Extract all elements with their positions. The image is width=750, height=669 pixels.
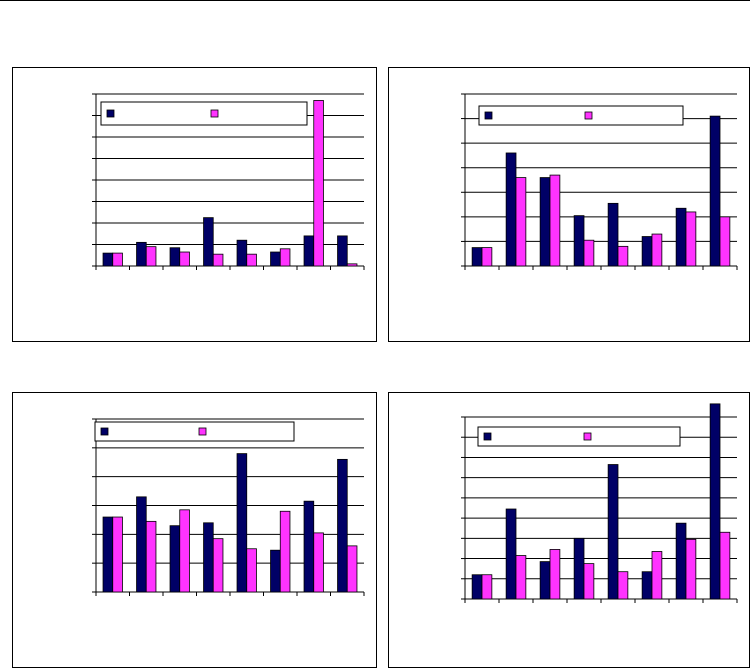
legend-swatch-series-2 xyxy=(210,109,219,118)
bar-series-2 xyxy=(481,247,493,267)
bar-series-2 xyxy=(279,510,291,593)
chart-svg xyxy=(92,93,365,270)
bar-series-1 xyxy=(505,152,517,267)
bar-series-2 xyxy=(515,177,527,267)
legend-box xyxy=(477,426,681,447)
bar-series-1 xyxy=(136,496,147,593)
chart-panel-2 xyxy=(388,67,750,342)
legend-box xyxy=(478,105,684,126)
bar-series-1 xyxy=(709,403,721,600)
bar-series-1 xyxy=(607,464,619,600)
bar-series-1 xyxy=(539,177,551,267)
bar-series-2 xyxy=(617,245,629,267)
bar-series-1 xyxy=(641,571,653,600)
bar-series-2 xyxy=(212,538,224,593)
bar-series-1 xyxy=(203,522,214,593)
bar-series-2 xyxy=(549,174,561,267)
bar-series-2 xyxy=(719,216,731,267)
bar-series-1 xyxy=(505,508,517,600)
bar-series-1 xyxy=(337,458,348,593)
bar-series-2 xyxy=(212,253,224,267)
bar-series-1 xyxy=(337,235,348,267)
legend-swatch-series-1 xyxy=(100,427,109,436)
bar-series-2 xyxy=(179,251,190,267)
bar-series-1 xyxy=(236,239,248,267)
bar-series-2 xyxy=(651,233,663,267)
bar-series-1 xyxy=(169,247,181,267)
bar-series-2 xyxy=(246,548,257,593)
bar-series-2 xyxy=(685,211,697,267)
bar-series-2 xyxy=(346,545,358,593)
bar-series-1 xyxy=(471,574,483,600)
bar-series-1 xyxy=(709,115,721,267)
bar-series-1 xyxy=(303,235,315,267)
legend-swatch-series-2 xyxy=(583,432,592,441)
bar-series-1 xyxy=(236,453,248,593)
bar-series-1 xyxy=(675,207,687,267)
bar-series-1 xyxy=(270,549,281,593)
bar-series-2 xyxy=(313,100,324,267)
bar-series-1 xyxy=(203,217,214,267)
bar-series-2 xyxy=(179,509,190,593)
bar-series-2 xyxy=(145,246,157,267)
chart-svg xyxy=(92,418,365,596)
legend-swatch-series-1 xyxy=(484,111,493,120)
bar-series-1 xyxy=(102,252,114,267)
bar-series-2 xyxy=(112,516,123,593)
bar-series-1 xyxy=(102,516,114,593)
bar-series-2 xyxy=(515,555,527,600)
bar-series-2 xyxy=(719,531,731,600)
bar-series-1 xyxy=(573,215,585,267)
bar-series-2 xyxy=(617,571,629,600)
bar-series-1 xyxy=(539,561,551,600)
legend-box xyxy=(100,101,308,126)
bar-series-1 xyxy=(675,522,687,600)
bar-series-2 xyxy=(346,263,358,267)
bar-series-1 xyxy=(641,236,653,267)
bar-series-1 xyxy=(136,241,147,267)
legend-swatch-series-2 xyxy=(584,111,593,120)
bar-series-1 xyxy=(471,247,483,267)
bar-series-2 xyxy=(685,538,697,600)
bar-series-2 xyxy=(549,549,561,600)
bar-series-2 xyxy=(481,574,493,600)
legend-box xyxy=(94,421,295,442)
bar-series-2 xyxy=(583,239,595,267)
bar-series-2 xyxy=(246,253,257,267)
legend-swatch-series-1 xyxy=(483,432,492,441)
bar-series-2 xyxy=(112,252,123,267)
chart-panel-4 xyxy=(388,392,750,668)
bar-series-1 xyxy=(270,251,281,267)
chart-svg xyxy=(461,403,738,603)
chart-panel-1 xyxy=(12,67,377,342)
bar-series-2 xyxy=(279,248,291,267)
bar-series-1 xyxy=(607,202,619,267)
bar-series-1 xyxy=(573,537,585,600)
bar-series-1 xyxy=(303,500,315,593)
bar-series-2 xyxy=(583,563,595,600)
bar-series-2 xyxy=(651,551,663,600)
page-top-rule xyxy=(0,0,750,1)
chart-panel-3 xyxy=(12,392,377,668)
chart-svg xyxy=(461,93,738,270)
legend-swatch-series-1 xyxy=(106,109,115,118)
bar-series-2 xyxy=(145,520,157,593)
bar-series-2 xyxy=(313,532,324,593)
legend-swatch-series-2 xyxy=(198,427,207,436)
bar-series-1 xyxy=(169,525,181,593)
